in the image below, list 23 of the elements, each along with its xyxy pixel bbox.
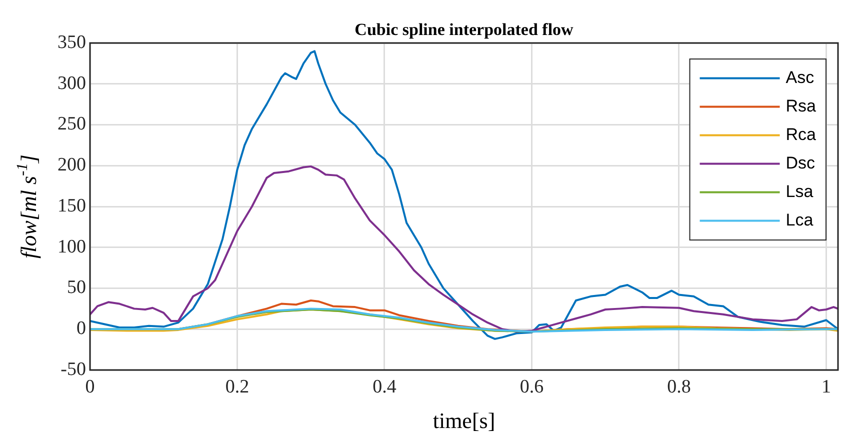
x-tick-label: 0.8	[667, 376, 691, 398]
y-tick-label: 50	[67, 277, 86, 298]
legend-label: Lca	[786, 210, 814, 230]
legend-label: Asc	[786, 68, 815, 87]
legend-label: Dsc	[786, 153, 816, 172]
y-tick-label: 100	[58, 236, 86, 258]
y-tick-label: 0	[76, 318, 86, 340]
y-tick-label: 200	[58, 154, 86, 176]
x-axis-title: time[s]	[432, 408, 496, 433]
x-tick-label: 0.4	[372, 376, 397, 398]
chart-title: Cubic spline interpolated flow	[354, 20, 574, 39]
y-tick-label: 350	[58, 32, 86, 53]
y-tick-label: -50	[60, 358, 86, 380]
y-tick-label: 150	[58, 195, 86, 216]
legend-label: Rca	[786, 124, 817, 144]
x-tick-label: 1	[821, 376, 831, 398]
legend-label: Lsa	[786, 182, 814, 201]
x-tick-label: 0.6	[520, 376, 544, 398]
y-tick-label: 250	[58, 114, 86, 135]
y-tick-label: 300	[58, 72, 86, 94]
x-tick-label: 0.2	[225, 376, 250, 398]
legend-label: Rsa	[786, 96, 817, 116]
y-axis-title: flow[ml s-1]	[14, 154, 41, 258]
